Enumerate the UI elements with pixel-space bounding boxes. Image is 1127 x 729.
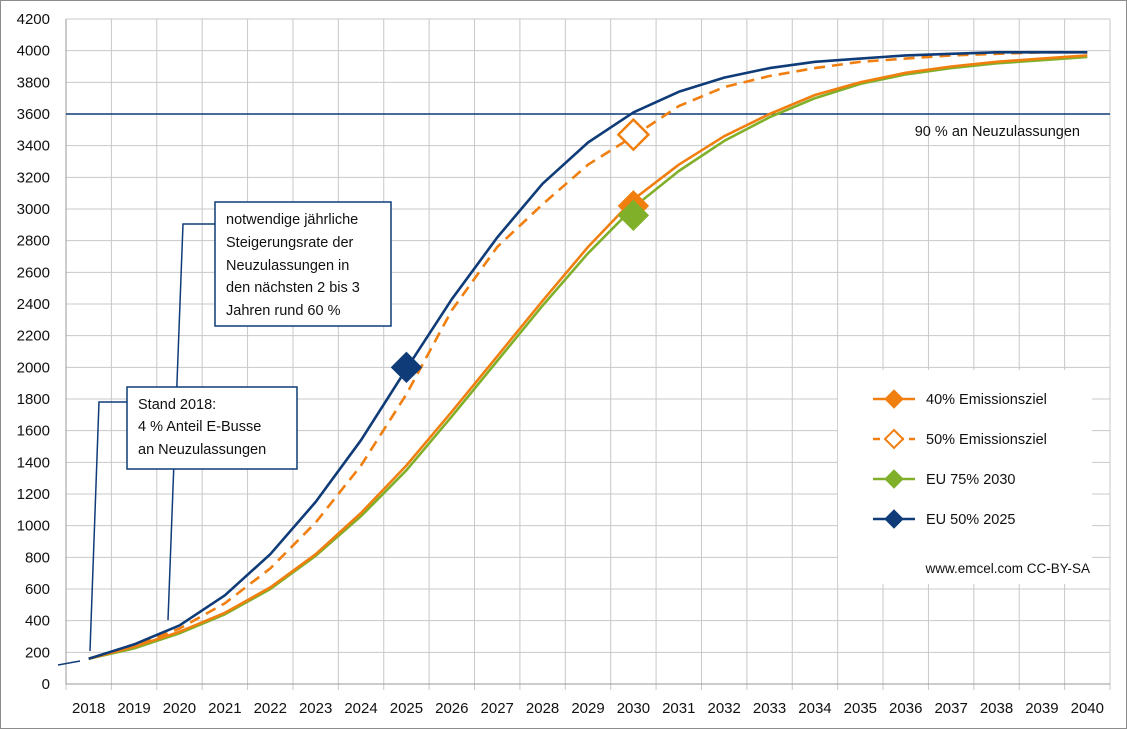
y-tick-label-3600: 3600 bbox=[17, 106, 50, 123]
annotation-steigerungsrate: notwendige jährliche Steigerungsrate der… bbox=[167, 201, 392, 621]
legend-entry-3-label: EU 75% 2030 bbox=[926, 472, 1015, 488]
x-tick-label-2025: 2025 bbox=[390, 700, 423, 717]
x-tick-label-2021: 2021 bbox=[208, 700, 241, 717]
x-tick-label-2018: 2018 bbox=[72, 700, 105, 717]
reference-line-group: 90 % an Neuzulassungen bbox=[66, 113, 1110, 140]
y-axis-ticks: 0 200 400 600 800 1000 1200 1400 1600 1800 2000 220… bbox=[17, 11, 50, 693]
annotation-stand-2018-line-2: 4 % Anteil E-Busse bbox=[138, 419, 261, 435]
series-line-eu-50-2025 bbox=[88, 50, 1088, 660]
legend-marker-eu-75-2030 bbox=[884, 469, 904, 489]
legend-marker-eu-50-2025 bbox=[884, 509, 904, 529]
marker-eu-50-2025-2025 bbox=[390, 351, 423, 384]
y-tick-label-1600: 1600 bbox=[17, 423, 50, 440]
y-tick-label-2800: 2800 bbox=[17, 233, 50, 250]
y-tick-label-400: 400 bbox=[25, 613, 50, 630]
y-tick-label-2400: 2400 bbox=[17, 296, 50, 313]
credit-text: www.emcel.com CC-BY-SA bbox=[924, 561, 1090, 576]
y-tick-label-2000: 2000 bbox=[17, 359, 50, 376]
x-tick-label-2027: 2027 bbox=[481, 700, 514, 717]
legend: 40% Emissionsziel 50% Emissionsziel EU 7… bbox=[838, 370, 1092, 584]
y-tick-label-200: 200 bbox=[25, 644, 50, 661]
x-tick-label-2029: 2029 bbox=[571, 700, 604, 717]
annotation-steigerungsrate-line-4: den nächsten 2 bis 3 bbox=[226, 280, 360, 296]
marker-eu-75-2030-2030 bbox=[617, 199, 650, 232]
annotation-stand-2018-line-1: Stand 2018: bbox=[138, 397, 216, 413]
x-tick-label-2038: 2038 bbox=[980, 700, 1013, 717]
x-tick-label-2024: 2024 bbox=[344, 700, 377, 717]
x-axis-ticks: 2018 2019 2020 2021 2022 2023 2024 2025 2026 2027… bbox=[72, 700, 1104, 717]
legend-items bbox=[873, 389, 915, 529]
y-tick-label-3000: 3000 bbox=[17, 201, 50, 218]
annotation-steigerungsrate-line-2: Steigerungsrate der bbox=[226, 235, 354, 251]
annotation-steigerungsrate-leader bbox=[167, 223, 215, 621]
annotation-stand-2018-line-3: an Neuzulassungen bbox=[138, 442, 266, 458]
y-tick-label-3800: 3800 bbox=[17, 74, 50, 91]
y-tick-label-2600: 2600 bbox=[17, 264, 50, 281]
left-edge-dash bbox=[57, 660, 81, 666]
legend-entry-4-label: EU 50% 2025 bbox=[926, 512, 1015, 528]
x-tick-label-2040: 2040 bbox=[1071, 700, 1104, 717]
x-tick-label-2032: 2032 bbox=[707, 700, 740, 717]
legend-box bbox=[838, 370, 1092, 584]
legend-marker-50-emissionsziel bbox=[883, 428, 905, 450]
y-tick-label-3200: 3200 bbox=[17, 169, 50, 186]
marker-50-emissionsziel-2030 bbox=[616, 117, 651, 152]
annotation-steigerungsrate-line-1: notwendige jährliche bbox=[226, 212, 358, 228]
y-tick-label-1000: 1000 bbox=[17, 518, 50, 535]
y-tick-label-2200: 2200 bbox=[17, 328, 50, 345]
x-tick-label-2022: 2022 bbox=[254, 700, 287, 717]
legend-entry-1-label: 40% Emissionsziel bbox=[926, 392, 1047, 408]
y-tick-label-0: 0 bbox=[42, 676, 50, 693]
x-tick-label-2026: 2026 bbox=[435, 700, 468, 717]
y-tick-label-1200: 1200 bbox=[17, 486, 50, 503]
series-line-50-emissionsziel bbox=[88, 50, 1088, 660]
series-markers bbox=[390, 117, 651, 384]
legend-marker-40-emissionsziel bbox=[884, 389, 904, 409]
gridlines bbox=[65, 18, 1111, 690]
y-tick-label-4000: 4000 bbox=[17, 43, 50, 60]
y-tick-label-4200: 4200 bbox=[17, 11, 50, 28]
annotation-steigerungsrate-line-5: Jahren rund 60 % bbox=[226, 303, 341, 319]
x-tick-label-2020: 2020 bbox=[163, 700, 196, 717]
annotation-steigerungsrate-line-3: Neuzulassungen in bbox=[226, 258, 349, 274]
x-tick-label-2023: 2023 bbox=[299, 700, 332, 717]
annotation-stand-2018-leader bbox=[89, 401, 127, 652]
reference-line-label: 90 % an Neuzulassungen bbox=[915, 124, 1080, 140]
x-tick-label-2033: 2033 bbox=[753, 700, 786, 717]
y-tick-label-3400: 3400 bbox=[17, 138, 50, 155]
series-line-40-emissionsziel bbox=[88, 54, 1088, 660]
y-tick-label-600: 600 bbox=[25, 581, 50, 598]
x-tick-label-2039: 2039 bbox=[1025, 700, 1058, 717]
x-tick-label-2030: 2030 bbox=[617, 700, 650, 717]
y-tick-label-800: 800 bbox=[25, 549, 50, 566]
series-lines bbox=[88, 50, 1088, 660]
x-tick-label-2028: 2028 bbox=[526, 700, 559, 717]
annotation-stand-2018: Stand 2018: 4 % Anteil E-Busse an Neuzul… bbox=[89, 386, 298, 652]
series-line-eu-75-2030 bbox=[88, 55, 1088, 660]
x-tick-label-2037: 2037 bbox=[934, 700, 967, 717]
x-tick-label-2034: 2034 bbox=[798, 700, 831, 717]
x-tick-label-2019: 2019 bbox=[117, 700, 150, 717]
legend-entry-2-label: 50% Emissionsziel bbox=[926, 432, 1047, 448]
x-tick-label-2035: 2035 bbox=[844, 700, 877, 717]
x-tick-label-2036: 2036 bbox=[889, 700, 922, 717]
y-tick-label-1800: 1800 bbox=[17, 391, 50, 408]
annotation-steigerungsrate-box bbox=[214, 201, 392, 327]
y-tick-label-1400: 1400 bbox=[17, 454, 50, 471]
x-tick-label-2031: 2031 bbox=[662, 700, 695, 717]
annotation-stand-2018-box bbox=[126, 386, 298, 470]
